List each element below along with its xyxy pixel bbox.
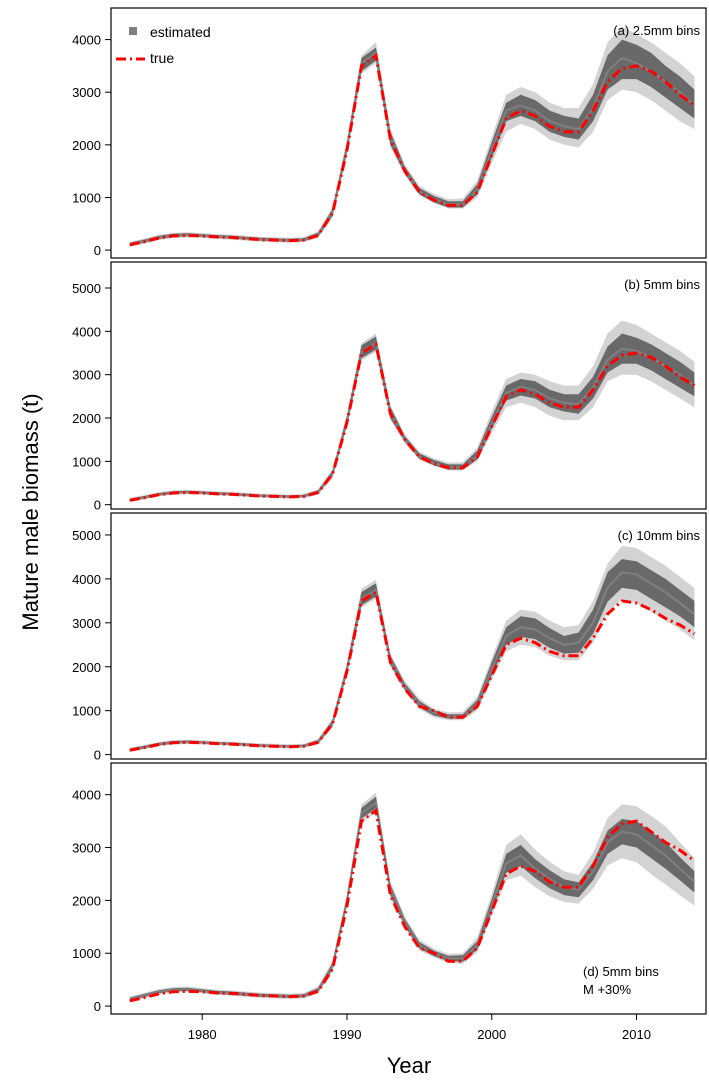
y-tick-label: 2000: [72, 138, 101, 153]
y-tick-label: 0: [94, 243, 101, 258]
panel-frame: [110, 261, 707, 510]
y-tick-label: 2000: [72, 893, 101, 908]
true-series-line: [129, 52, 696, 247]
panels: 0 1000 2000 3000 4000 (a) 2.5mm bins 0 1000 2000…: [72, 7, 707, 1042]
panel-label: (b) 5mm bins: [624, 277, 700, 292]
panel-4: 0 1000 2000 3000 4000 (d) 5mm bins M +30%: [72, 762, 707, 1015]
legend-estimated-swatch: [129, 27, 137, 35]
x-axis-title: Year: [387, 1053, 431, 1078]
y-tick-label: 5000: [72, 528, 101, 543]
panel-1: 0 1000 2000 3000 4000 (a) 2.5mm bins: [72, 7, 707, 259]
legend-estimated-label: estimated: [150, 24, 211, 40]
y-tick-label: 0: [94, 748, 101, 763]
panel-label: M +30%: [583, 982, 631, 997]
y-tick-label: 2000: [72, 411, 101, 426]
y-tick-label: 1000: [72, 704, 101, 719]
y-tick-label: 4000: [72, 324, 101, 339]
panel-2: 0 1000 2000 3000 4000 5000 (b) 5mm bins: [72, 261, 707, 513]
y-tick-label: 3000: [72, 368, 101, 383]
outer-interval-band: [129, 792, 695, 1002]
y-tick-label: 3000: [72, 85, 101, 100]
panel-label: (a) 2.5mm bins: [613, 23, 700, 38]
legend: estimated true: [116, 24, 211, 66]
y-tick-label: 2000: [72, 660, 101, 675]
y-tick-label: 3000: [72, 841, 101, 856]
y-tick-label: 4000: [72, 572, 101, 587]
y-tick-label: 0: [94, 498, 101, 513]
panel-3: 0 1000 2000 3000 4000 5000 (c) 10mm bins: [72, 512, 707, 763]
y-tick-label: 3000: [72, 616, 101, 631]
inner-interval-band: [129, 559, 695, 752]
panel-frame: [110, 762, 707, 1015]
y-tick-label: 4000: [72, 33, 101, 48]
inner-interval-band: [129, 333, 695, 502]
panel-frame: [110, 512, 707, 760]
x-tick-label: 1980: [188, 1027, 217, 1042]
x-tick-label: 1990: [333, 1027, 362, 1042]
true-series-line: [129, 341, 696, 502]
y-tick-label: 1000: [72, 454, 101, 469]
panel-frame: [110, 7, 707, 259]
true-series-line: [129, 807, 696, 1003]
y-tick-label: 1000: [72, 190, 101, 205]
y-axis-title: Mature male biomass (t): [18, 393, 43, 630]
true-series-line: [129, 589, 696, 752]
x-tick-label: 2010: [622, 1027, 651, 1042]
y-tick-label: 1000: [72, 946, 101, 961]
panel-label: (c) 10mm bins: [618, 528, 701, 543]
panel-label: (d) 5mm bins: [583, 964, 659, 979]
legend-true-label: true: [150, 50, 174, 66]
y-tick-label: 5000: [72, 281, 101, 296]
inner-interval-band: [129, 39, 695, 246]
x-tick-label: 2000: [477, 1027, 506, 1042]
y-tick-label: 0: [94, 999, 101, 1014]
y-tick-label: 4000: [72, 788, 101, 803]
